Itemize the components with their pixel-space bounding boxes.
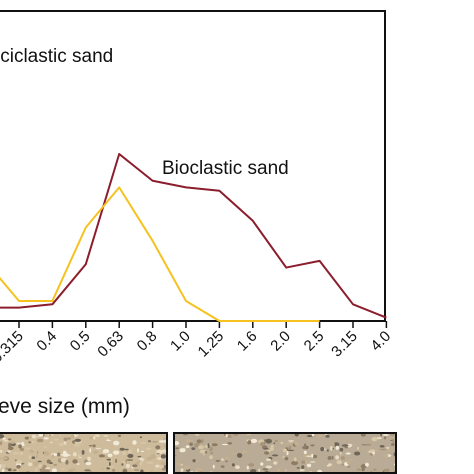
x-tick-label: 0.8 xyxy=(134,328,161,355)
x-tick-label: 2.5 xyxy=(301,328,328,355)
x-tick-label: 4.0 xyxy=(367,328,394,355)
x-tick-label: 1.6 xyxy=(234,328,261,355)
x-tick-label: 0.63 xyxy=(94,328,127,361)
annotation-siliciclastic: iciclastic sand xyxy=(0,46,113,67)
x-ticks xyxy=(18,321,388,328)
x-tick-label: 1.0 xyxy=(167,328,194,355)
sample-photo-right xyxy=(173,432,397,474)
x-tick-label: 0.4 xyxy=(33,328,60,355)
sand-texture-left xyxy=(0,434,166,472)
sample-photo-left xyxy=(0,432,168,474)
x-tick-labels: 0.315 0.4 0.5 0.63 0.8 1.0 1.25 1.6 2.0 2.5 3.15 4.… xyxy=(0,328,394,367)
x-tick-label: 1.25 xyxy=(195,328,228,361)
sand-texture-right xyxy=(175,434,395,472)
annotation-bioclastic: Bioclastic sand xyxy=(162,158,289,179)
x-tick-label: 2.0 xyxy=(267,328,294,355)
series-line-bioclastic xyxy=(0,153,387,319)
x-axis-title: eve size (mm) xyxy=(0,395,130,418)
series-lines xyxy=(0,153,387,322)
x-tick-label: 3.15 xyxy=(328,328,361,361)
series-line-siliciclastic xyxy=(0,186,320,322)
x-tick-label: 0.5 xyxy=(67,328,94,355)
x-tick-label: 0.315 xyxy=(0,328,27,367)
plot-frame xyxy=(0,10,386,322)
